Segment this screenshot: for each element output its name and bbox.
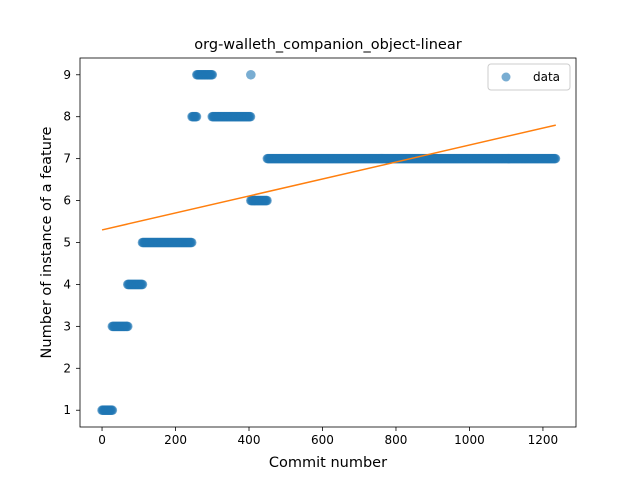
data-point <box>191 111 202 122</box>
plot-area <box>97 69 561 416</box>
legend: data <box>487 63 571 91</box>
y-axis-ticks: 1 2 3 4 5 6 7 8 9 <box>63 68 80 417</box>
data-point <box>207 69 218 80</box>
x-tick-label: 200 <box>164 433 187 447</box>
x-axis-ticks: 0 200 400 600 800 1000 1200 <box>98 427 558 447</box>
data-point <box>122 321 133 332</box>
data-point-group <box>207 111 256 122</box>
legend-label-data: data <box>533 70 560 84</box>
data-point-group <box>122 279 148 290</box>
y-tick-label: 6 <box>63 194 71 208</box>
chart-title: org-walleth_companion_object-linear <box>194 37 461 53</box>
x-tick-label: 1200 <box>528 433 559 447</box>
data-point-group <box>192 69 218 80</box>
data-point <box>550 153 561 164</box>
data-point-group <box>246 195 272 206</box>
y-tick-label: 8 <box>63 110 71 124</box>
data-point <box>245 111 256 122</box>
y-tick-label: 9 <box>63 68 71 82</box>
x-tick-label: 1000 <box>454 433 485 447</box>
y-tick-label: 2 <box>63 361 71 375</box>
data-point-group <box>262 153 561 164</box>
legend-marker-data <box>501 72 511 82</box>
data-point <box>137 279 148 290</box>
x-tick-label: 0 <box>98 433 106 447</box>
y-tick-label: 1 <box>63 403 71 417</box>
x-tick-label: 800 <box>385 433 408 447</box>
data-point-group <box>107 321 133 332</box>
legend-box <box>487 63 571 91</box>
data-point <box>186 237 197 248</box>
x-tick-label: 600 <box>311 433 334 447</box>
y-tick-label: 3 <box>63 319 71 333</box>
data-point-group <box>246 69 256 80</box>
data-point-group <box>187 111 202 122</box>
data-point <box>107 405 118 416</box>
y-tick-label: 5 <box>63 236 71 250</box>
data-point-group <box>137 237 197 248</box>
y-tick-label: 4 <box>63 277 71 291</box>
trend-line <box>101 124 556 231</box>
x-axis-label: Commit number <box>269 455 387 471</box>
data-point-group <box>97 405 118 416</box>
y-axis-label: Number of instance of a feature <box>39 126 55 358</box>
data-point <box>246 69 256 80</box>
y-tick-label: 7 <box>63 152 71 166</box>
x-tick-label: 400 <box>238 433 261 447</box>
data-point <box>262 195 272 206</box>
